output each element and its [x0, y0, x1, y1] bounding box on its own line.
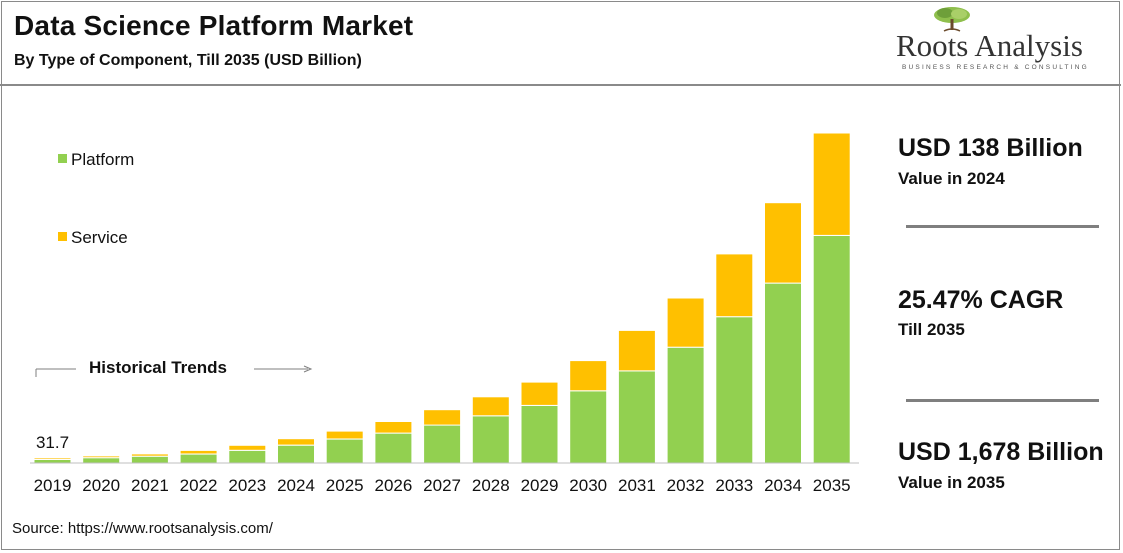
x-tick-label: 2020	[82, 476, 120, 495]
bar-service-2025	[325, 430, 364, 440]
kpi-2024-label: Value in 2024	[898, 169, 1005, 188]
source-note: Source: https://www.rootsanalysis.com/	[12, 520, 273, 537]
kpi-2035-value: USD 1,678 Billion	[898, 438, 1104, 466]
bar-platform-2028	[471, 415, 510, 464]
bar-platform-2019	[33, 458, 72, 464]
legend-swatch-service	[58, 232, 67, 241]
data-label-2019: 31.7	[36, 433, 69, 452]
bar-platform-2023	[228, 449, 267, 464]
bar-platform-2027	[423, 424, 462, 464]
x-tick-label: 2023	[228, 476, 266, 495]
bar-platform-2034	[764, 282, 802, 464]
page-subtitle: By Type of Component, Till 2035 (USD Bil…	[14, 52, 362, 69]
bar-service-2029	[520, 381, 559, 406]
kpi-cagr-label: Till 2035	[898, 320, 965, 339]
bar-service-2031	[617, 329, 656, 372]
x-tick-label: 2031	[618, 476, 656, 495]
legend-label-platform: Platform	[71, 150, 135, 169]
bar-platform-2033	[715, 316, 754, 464]
bar-service-2020	[82, 455, 121, 459]
x-tick-label: 2028	[472, 476, 510, 495]
bar-service-2035	[812, 132, 851, 236]
x-tick-label: 2027	[423, 476, 461, 495]
kpi-divider-1	[906, 225, 1099, 228]
x-tick-label: 2034	[764, 476, 802, 495]
page-title: Data Science Platform Market	[14, 10, 414, 41]
kpi-2024-value: USD 138 Billion	[898, 134, 1083, 162]
x-tick-label: 2025	[326, 476, 364, 495]
kpi-divider-2	[906, 399, 1099, 402]
legend-swatch-platform	[58, 154, 67, 163]
logo-tagline: BUSINESS RESEARCH & CONSULTING	[902, 64, 1089, 71]
bar-platform-2035	[812, 234, 851, 464]
bar-service-2021	[130, 453, 169, 457]
x-tick-label: 2024	[277, 476, 315, 495]
kpi-cagr-value: 25.47% CAGR	[898, 286, 1064, 314]
bar-service-2019	[33, 457, 72, 460]
bar-service-2022	[179, 449, 218, 455]
bar-service-2030	[569, 360, 608, 392]
x-tick-label: 2019	[34, 476, 72, 495]
legend-label-service: Service	[71, 228, 128, 247]
bar-service-2028	[471, 396, 510, 417]
x-tick-label: 2035	[813, 476, 851, 495]
bar-platform-2031	[617, 370, 656, 464]
x-tick-label: 2032	[667, 476, 705, 495]
bar-platform-2030	[569, 390, 608, 464]
header-divider	[0, 84, 1121, 86]
x-tick-label: 2026	[374, 476, 412, 495]
bar-service-2032	[666, 297, 705, 348]
header: Data Science Platform Market By Type of …	[0, 0, 1121, 84]
bar-service-2034	[764, 202, 802, 284]
kpi-2035-label: Value in 2035	[898, 473, 1005, 492]
bar-platform-2029	[520, 404, 559, 464]
x-tick-label: 2022	[180, 476, 218, 495]
bar-platform-2022	[179, 453, 218, 464]
bar-platform-2024	[277, 444, 315, 464]
logo-name: Roots Analysis	[896, 28, 1083, 63]
bar-service-2027	[423, 409, 462, 426]
bar-service-2024	[277, 438, 315, 446]
x-tick-label: 2030	[569, 476, 607, 495]
x-tick-label: 2021	[131, 476, 169, 495]
x-tick-label: 2029	[521, 476, 559, 495]
bar-platform-2020	[82, 457, 121, 464]
bar-service-2023	[228, 444, 267, 451]
x-tick-label: 2033	[715, 476, 753, 495]
bar-platform-2025	[325, 438, 364, 464]
bar-service-2033	[715, 253, 754, 318]
tree-icon	[934, 7, 970, 32]
bar-platform-2026	[374, 432, 413, 464]
historical-trends-arrow-icon	[303, 365, 313, 373]
historical-trends-label: Historical Trends	[89, 358, 227, 377]
roots-analysis-logo: Roots Analysis BUSINESS RESEARCH & CONSU…	[892, 4, 1102, 74]
bar-service-2026	[374, 421, 413, 434]
bar-platform-2021	[130, 455, 169, 464]
bar-platform-2032	[666, 346, 705, 464]
